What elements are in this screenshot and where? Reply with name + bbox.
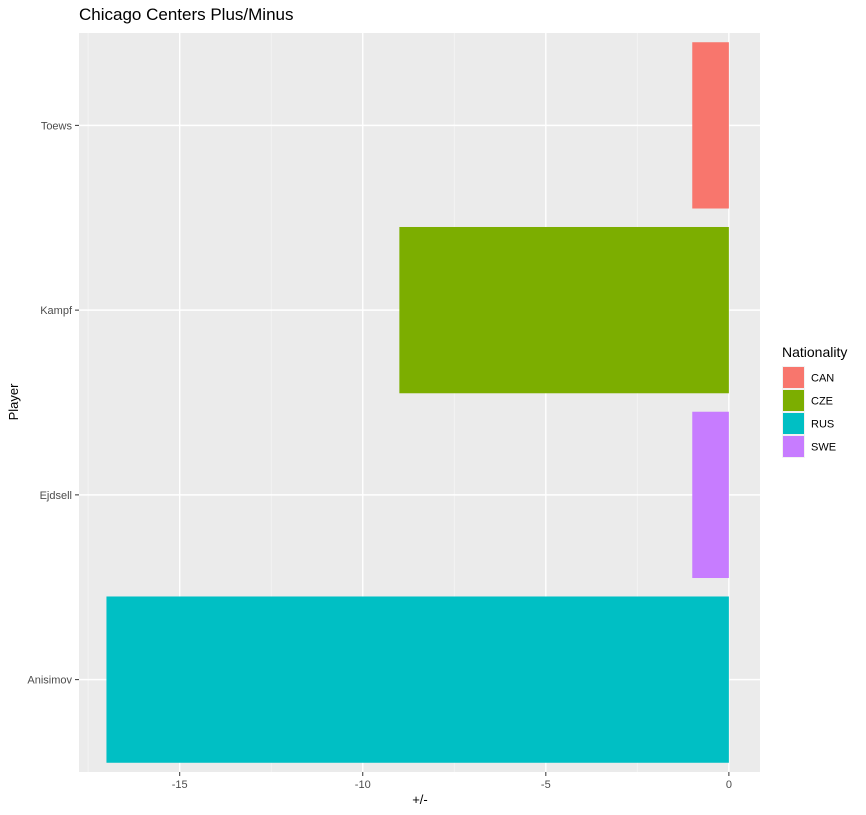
x-tick-label: 0 (726, 779, 732, 791)
legend-key (783, 390, 804, 411)
x-axis-title: +/- (412, 792, 428, 807)
x-tick-label: -10 (355, 779, 371, 791)
x-axis-ticks: -15 -10 -5 0 (172, 772, 732, 791)
legend: Nationality CAN CZE RUS SWE (782, 344, 847, 458)
legend-title: Nationality (782, 344, 847, 360)
y-tick-label: Ejdsell (40, 490, 72, 502)
legend-label: RUS (811, 419, 834, 431)
legend-key (783, 413, 804, 434)
bar (692, 411, 729, 579)
bar (106, 596, 729, 763)
legend-label: CAN (811, 373, 834, 385)
chart-title: Chicago Centers Plus/Minus (79, 5, 293, 24)
bar (692, 42, 729, 209)
y-axis-title: Player (6, 383, 21, 421)
x-tick-label: -15 (172, 779, 188, 791)
legend-label: SWE (811, 442, 836, 454)
legend-label: CZE (811, 396, 833, 408)
y-tick-label: Toews (41, 120, 73, 132)
legend-key (783, 436, 804, 457)
legend-key (783, 367, 804, 388)
y-tick-label: Anisimov (27, 675, 72, 687)
x-tick-label: -5 (541, 779, 551, 791)
bars (106, 42, 729, 763)
y-axis-ticks: Toews Kampf Ejdsell Anisimov (27, 120, 79, 687)
y-tick-label: Kampf (40, 305, 73, 317)
bar (399, 226, 729, 394)
